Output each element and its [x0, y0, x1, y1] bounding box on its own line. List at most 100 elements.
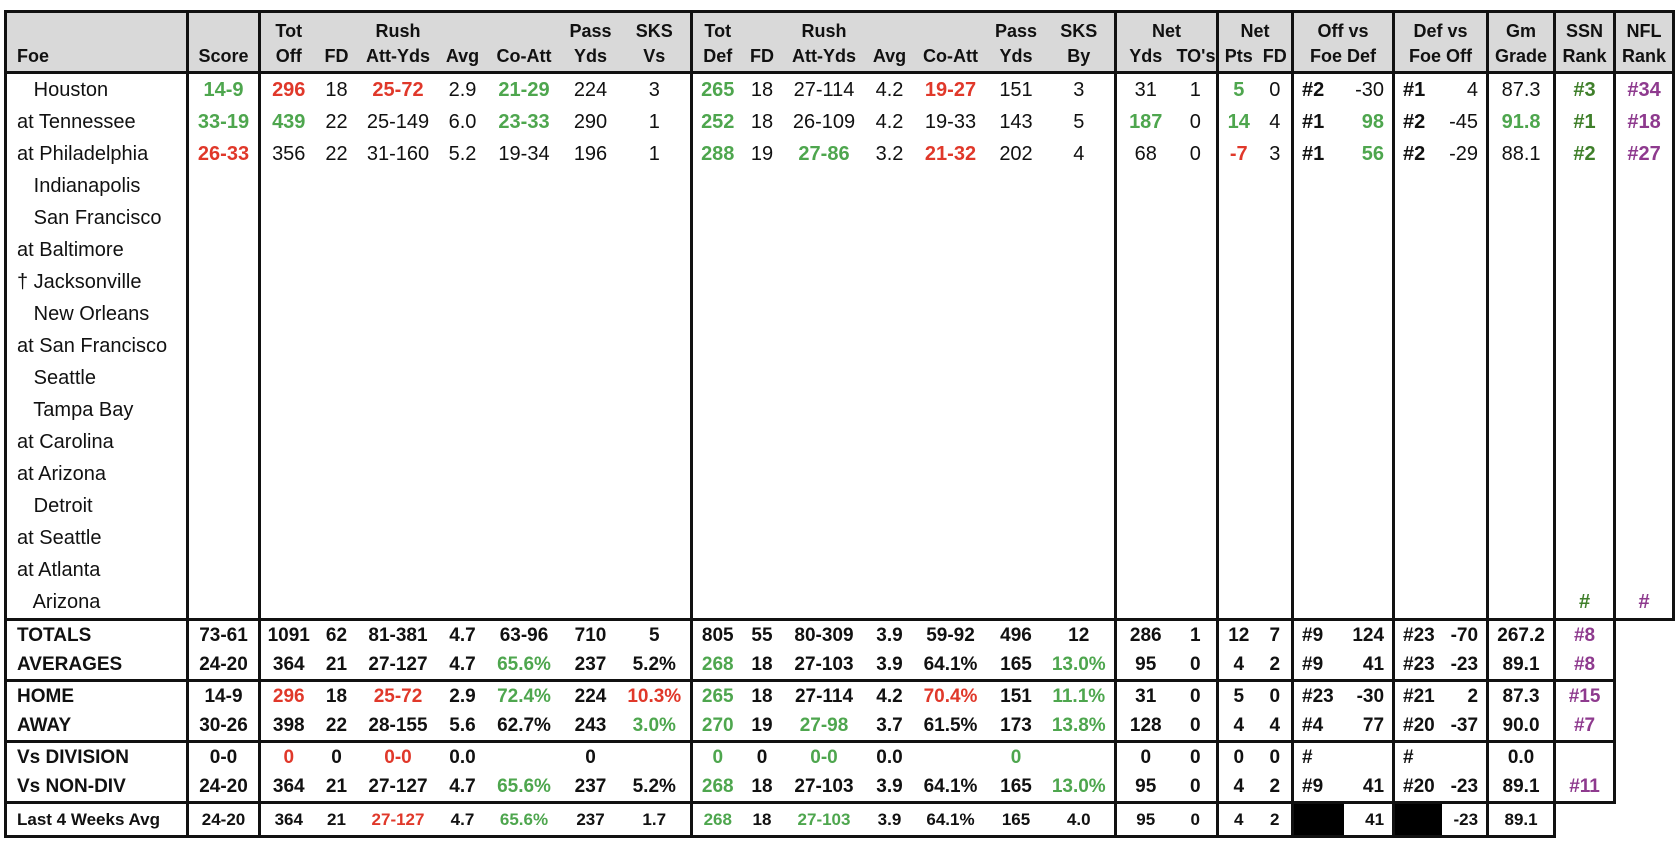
cell: #1 [1291, 138, 1344, 170]
cell: 3.9 [866, 772, 913, 804]
cell [912, 740, 989, 772]
cell: 21 [316, 650, 357, 682]
cell [1216, 554, 1259, 586]
cell [618, 740, 692, 772]
cell: 13.8% [1043, 711, 1116, 743]
cell: 4 [1216, 801, 1259, 838]
data-row: † Jacksonville [4, 266, 1676, 298]
cell: 439 [258, 106, 317, 138]
cell [317, 554, 357, 586]
cell: 87.3 [1486, 679, 1555, 711]
cell [317, 202, 357, 234]
cell [743, 522, 782, 554]
cell: 356 [258, 138, 317, 170]
cell [186, 426, 260, 458]
cell [781, 586, 867, 621]
cell [486, 266, 563, 298]
cell [186, 490, 260, 522]
cell [1216, 234, 1259, 266]
cell: Houston [4, 72, 188, 106]
cell: 62.7% [485, 711, 563, 743]
cell [1291, 202, 1344, 234]
data-row: at Tennessee 33-19 439 22 25-149 6.0 23-33 290 1… [4, 106, 1676, 138]
data-row: HOME 14-9 296 18 25-72 2.9 72.4% 224 10.3% 265 18 2… [4, 679, 1674, 712]
cell [1174, 586, 1218, 621]
cell: 27-86 [798, 142, 850, 165]
cell: 268 [690, 650, 743, 682]
cell [563, 458, 619, 490]
cell [1044, 554, 1116, 586]
cell: 19 [742, 711, 782, 743]
data-row: TOTALS 73-61 1091 62 81-381 4.7 63-96 710 5 805 55… [4, 618, 1674, 650]
cell: 65.6% [485, 801, 563, 838]
cell [1259, 298, 1293, 330]
cell [440, 426, 486, 458]
cell: #23 [1392, 650, 1442, 682]
cell [690, 202, 743, 234]
cell: #20 [1392, 772, 1442, 804]
cell [619, 170, 692, 202]
cell: 364 [258, 650, 317, 682]
cell [1291, 801, 1344, 838]
cell: 0 [316, 740, 357, 772]
header-cell: Yds [1114, 42, 1175, 74]
cell [1291, 298, 1344, 330]
data-row: Arizona # # [4, 586, 1676, 621]
cell [1044, 458, 1116, 490]
cell: #1 [1553, 106, 1615, 138]
header-cell [316, 10, 357, 42]
cell: 0-0 [186, 740, 260, 772]
cell [1442, 234, 1488, 266]
cell [989, 170, 1044, 202]
cell [1175, 490, 1218, 522]
cell [1044, 522, 1116, 554]
cell: 2.9 [439, 679, 486, 711]
cell: -23 [1441, 772, 1488, 804]
cell: 21-29 [498, 78, 550, 101]
cell: 21-32 [924, 142, 977, 165]
cell: 31-160 [366, 142, 430, 165]
cell [1392, 426, 1442, 458]
cell: 4.2 [875, 110, 904, 133]
cell [913, 298, 989, 330]
cell: 4 [1269, 110, 1281, 133]
cell [1344, 394, 1394, 426]
cell: 7 [1258, 618, 1293, 650]
cell [989, 426, 1044, 458]
cell: 1 [1174, 618, 1218, 650]
cell: 90.0 [1486, 711, 1555, 743]
header-cell: Rank [1613, 42, 1676, 74]
cell: 0.0 [866, 740, 913, 772]
cell: 56 [1361, 142, 1385, 165]
cell [1216, 362, 1259, 394]
cell [1114, 266, 1175, 298]
cell [1392, 234, 1442, 266]
cell: #21 [1392, 679, 1442, 711]
header-cell: Def vs [1392, 10, 1488, 42]
cell [1344, 554, 1394, 586]
cell: 4.7 [439, 650, 486, 682]
cell [1486, 586, 1555, 621]
cell [782, 202, 867, 234]
cell: 237 [562, 801, 619, 838]
cell: 1.7 [618, 801, 692, 838]
cell: 202 [999, 142, 1033, 165]
cell [563, 554, 619, 586]
cell [989, 554, 1044, 586]
cell [1615, 681, 1674, 712]
cell [1175, 298, 1218, 330]
cell [1291, 522, 1344, 554]
cell [1259, 266, 1293, 298]
cell: 5.2 [448, 142, 477, 165]
cell: 41 [1343, 772, 1394, 804]
header-cell: Pass [988, 10, 1044, 42]
cell: 22 [325, 110, 348, 133]
data-row: AVERAGES 24-20 364 21 27-127 4.7 65.6% 237 5.2% 2… [4, 650, 1674, 682]
cell [913, 170, 989, 202]
cell [1114, 362, 1175, 394]
cell [690, 394, 743, 426]
cell: 6.0 [448, 110, 477, 133]
header-cell: Foe Def [1291, 42, 1394, 74]
cell [782, 426, 867, 458]
cell: 3.2 [875, 142, 904, 165]
